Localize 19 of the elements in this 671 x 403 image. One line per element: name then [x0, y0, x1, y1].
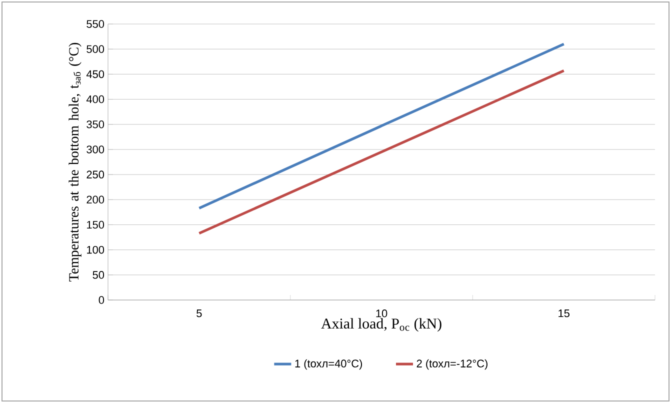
y-tick-label: 300	[86, 146, 104, 154]
y-tick-label: 250	[86, 170, 104, 178]
y-tick-label: 100	[87, 246, 104, 254]
y-tick-label: 400	[86, 95, 104, 104]
x-tick-label: 15	[558, 310, 570, 318]
y-axis-title: Temperatures at the bottom hole, t$_{заб}$ (°C)	[68, 42, 82, 282]
y-tick-label: 200	[86, 196, 104, 204]
y-tick-label: 450	[86, 70, 104, 78]
legend-label: 1 (tохл=40°C)	[295, 359, 362, 370]
y-tick-label: 550	[86, 20, 104, 28]
y-tick-label: 50	[92, 271, 104, 279]
y-tick-label: 0	[98, 296, 104, 304]
y-tick-label: 500	[86, 45, 104, 53]
x-tick-label: 5	[196, 310, 202, 318]
legend-label: 2 (tохл=-12°C)	[416, 359, 488, 370]
x-tick-label: 10	[376, 310, 388, 318]
x-axis-title: Axial load, P$_{ос}$ (kN)	[321, 318, 442, 332]
y-tick-label: 350	[86, 120, 104, 128]
y-tick-label: 150	[87, 220, 104, 229]
